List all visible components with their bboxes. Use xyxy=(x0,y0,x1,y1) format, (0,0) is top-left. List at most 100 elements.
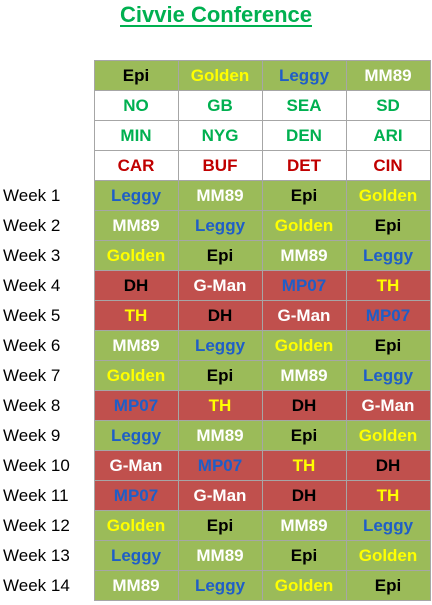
week-row: Week 7 Golden Epi MM89 Leggy xyxy=(0,360,431,391)
matchup-cell: Leggy xyxy=(93,180,179,211)
matchup-cell: Golden xyxy=(93,240,179,271)
matchup-cell: Golden xyxy=(345,420,431,451)
matchup-cell: Golden xyxy=(93,360,179,391)
team-cell: DET xyxy=(261,150,347,181)
week-row: Week 5 TH DH G-Man MP07 xyxy=(0,300,431,331)
team-cell: CAR xyxy=(93,150,179,181)
matchup-cell: Epi xyxy=(261,540,347,571)
team-cell: SEA xyxy=(261,90,347,121)
matchup-cell: Golden xyxy=(345,540,431,571)
team-cell: GB xyxy=(177,90,263,121)
team-cell: NYG xyxy=(177,120,263,151)
player-cell: Leggy xyxy=(261,60,347,91)
team-cell: CIN xyxy=(345,150,431,181)
player-cell: Golden xyxy=(177,60,263,91)
week-label: Week 3 xyxy=(0,240,94,271)
week-row: Week 13 Leggy MM89 Epi Golden xyxy=(0,540,431,571)
matchup-cell: MM89 xyxy=(93,570,179,601)
matchup-cell: Golden xyxy=(261,570,347,601)
matchup-cell: Leggy xyxy=(345,510,431,541)
week-label: Week 11 xyxy=(0,480,94,511)
matchup-cell: TH xyxy=(93,300,179,331)
matchup-cell: G-Man xyxy=(93,450,179,481)
week-label: Week 7 xyxy=(0,360,94,391)
matchup-cell: MP07 xyxy=(177,450,263,481)
matchup-cell: MP07 xyxy=(261,270,347,301)
week-label: Week 1 xyxy=(0,180,94,211)
blank-cell xyxy=(0,150,94,181)
matchup-cell: Epi xyxy=(345,330,431,361)
matchup-cell: MM89 xyxy=(177,180,263,211)
matchup-cell: DH xyxy=(261,480,347,511)
week-label: Week 14 xyxy=(0,570,94,601)
week-label: Week 12 xyxy=(0,510,94,541)
week-row: Week 3 Golden Epi MM89 Leggy xyxy=(0,240,431,271)
matchup-cell: Leggy xyxy=(93,540,179,571)
matchup-cell: MM89 xyxy=(93,330,179,361)
matchup-cell: TH xyxy=(345,480,431,511)
matchup-cell: MM89 xyxy=(261,240,347,271)
matchup-cell: MP07 xyxy=(93,390,179,421)
matchup-cell: MM89 xyxy=(261,360,347,391)
week-row: Week 12 Golden Epi MM89 Leggy xyxy=(0,510,431,541)
week-row: Week 2 MM89 Leggy Golden Epi xyxy=(0,210,431,241)
matchup-cell: G-Man xyxy=(345,390,431,421)
week-label: Week 4 xyxy=(0,270,94,301)
header-row-players: Epi Golden Leggy MM89 xyxy=(0,60,431,91)
player-cell: Epi xyxy=(93,60,179,91)
matchup-cell: Epi xyxy=(261,420,347,451)
matchup-cell: Golden xyxy=(93,510,179,541)
week-label: Week 8 xyxy=(0,390,94,421)
matchup-cell: Epi xyxy=(177,510,263,541)
matchup-cell: Golden xyxy=(261,330,347,361)
matchup-cell: Leggy xyxy=(345,360,431,391)
blank-cell xyxy=(0,120,94,151)
matchup-cell: MM89 xyxy=(93,210,179,241)
matchup-cell: Leggy xyxy=(177,210,263,241)
matchup-cell: MM89 xyxy=(261,510,347,541)
matchup-cell: TH xyxy=(345,270,431,301)
matchup-cell: Leggy xyxy=(345,240,431,271)
week-label: Week 9 xyxy=(0,420,94,451)
matchup-cell: G-Man xyxy=(177,270,263,301)
team-cell: SD xyxy=(345,90,431,121)
week-row: Week 1 Leggy MM89 Epi Golden xyxy=(0,180,431,211)
matchup-cell: Epi xyxy=(345,570,431,601)
week-label: Week 6 xyxy=(0,330,94,361)
matchup-cell: MP07 xyxy=(93,480,179,511)
matchup-cell: DH xyxy=(93,270,179,301)
header-row-teams-2: MIN NYG DEN ARI xyxy=(0,120,431,151)
matchup-cell: TH xyxy=(177,390,263,421)
matchup-cell: Epi xyxy=(177,360,263,391)
matchup-cell: MP07 xyxy=(345,300,431,331)
week-label: Week 10 xyxy=(0,450,94,481)
matchup-cell: G-Man xyxy=(177,480,263,511)
page-title-wrap: Civvie Conference xyxy=(0,0,432,32)
matchup-cell: MM89 xyxy=(177,540,263,571)
team-cell: BUF xyxy=(177,150,263,181)
week-row: Week 14 MM89 Leggy Golden Epi xyxy=(0,570,431,601)
team-cell: DEN xyxy=(261,120,347,151)
matchup-cell: Epi xyxy=(345,210,431,241)
matchup-cell: Golden xyxy=(345,180,431,211)
player-cell: MM89 xyxy=(345,60,431,91)
blank-cell xyxy=(0,90,94,121)
team-cell: MIN xyxy=(93,120,179,151)
page-title: Civvie Conference xyxy=(120,2,312,27)
matchup-cell: G-Man xyxy=(261,300,347,331)
week-row: Week 8 MP07 TH DH G-Man xyxy=(0,390,431,421)
matchup-cell: Epi xyxy=(261,180,347,211)
matchup-cell: Epi xyxy=(177,240,263,271)
team-cell: NO xyxy=(93,90,179,121)
matchup-cell: Leggy xyxy=(177,330,263,361)
blank-cell xyxy=(0,60,94,91)
week-row: Week 4 DH G-Man MP07 TH xyxy=(0,270,431,301)
header-row-teams-1: NO GB SEA SD xyxy=(0,90,431,121)
header-row-teams-3: CAR BUF DET CIN xyxy=(0,150,431,181)
matchup-cell: Leggy xyxy=(93,420,179,451)
week-row: Week 9 Leggy MM89 Epi Golden xyxy=(0,420,431,451)
matchup-cell: MM89 xyxy=(177,420,263,451)
matchup-cell: Golden xyxy=(261,210,347,241)
matchup-cell: TH xyxy=(261,450,347,481)
matchup-cell: Leggy xyxy=(177,570,263,601)
